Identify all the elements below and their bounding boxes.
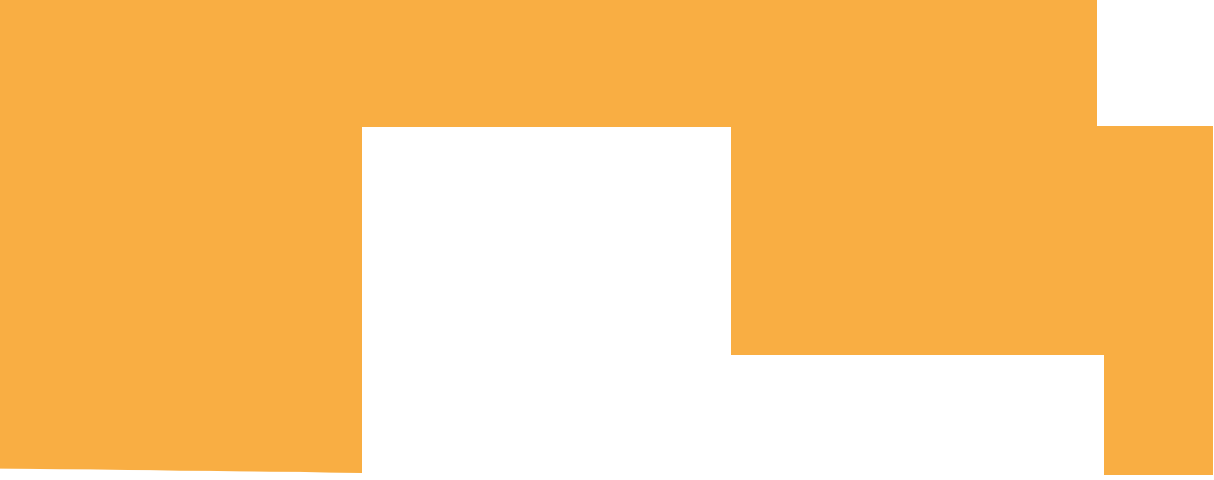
- canvas-background: [0, 0, 1213, 475]
- orange-block-silhouette: [0, 0, 1213, 475]
- abstract-orange-graphic: [0, 0, 1213, 475]
